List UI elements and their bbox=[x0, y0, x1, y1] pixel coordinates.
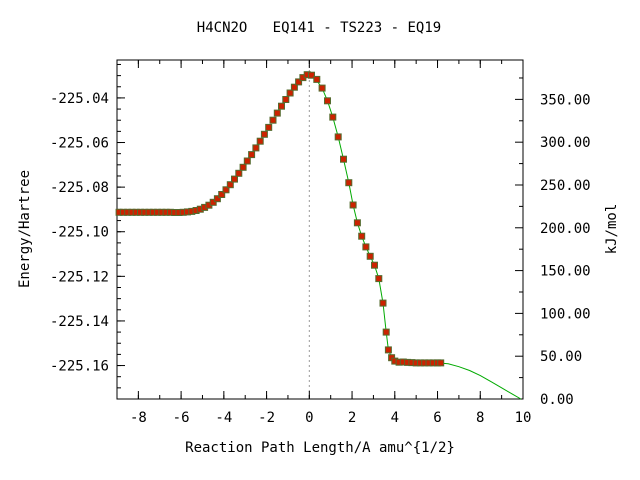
x-tick-label: 8 bbox=[476, 410, 484, 426]
y-tick-label: -225.10 bbox=[50, 225, 109, 241]
data-point-marker bbox=[362, 243, 370, 251]
data-point-marker bbox=[218, 191, 226, 198]
data-point-marker bbox=[349, 201, 357, 209]
data-point-marker bbox=[345, 179, 353, 187]
x-tick-label: 6 bbox=[433, 410, 441, 426]
data-point-marker bbox=[252, 144, 260, 152]
data-point-marker bbox=[209, 198, 217, 206]
y2-tick-label: 300.00 bbox=[540, 135, 591, 151]
data-point-marker bbox=[222, 186, 230, 194]
data-point-marker bbox=[235, 169, 243, 177]
y2-tick-label: 100.00 bbox=[540, 306, 591, 322]
data-series bbox=[115, 71, 522, 400]
data-point-marker bbox=[353, 219, 361, 227]
data-point-marker bbox=[239, 163, 247, 171]
y-tick-label: -225.06 bbox=[50, 136, 109, 152]
data-point-marker bbox=[384, 346, 392, 354]
y-tick-label: -225.14 bbox=[50, 314, 109, 330]
data-point-marker bbox=[375, 275, 383, 283]
series-line bbox=[315, 78, 522, 400]
data-point-marker bbox=[334, 133, 342, 141]
data-point-marker bbox=[248, 151, 256, 159]
y-tick-label: -225.04 bbox=[50, 91, 109, 107]
data-point-marker bbox=[329, 113, 337, 121]
y-axis-title: Energy/Hartree bbox=[17, 170, 33, 288]
x-tick-label: -2 bbox=[258, 410, 275, 426]
x-tick-label: 0 bbox=[305, 410, 313, 426]
data-point-marker bbox=[213, 195, 221, 203]
y-tick-labels: -225.04 -225.06 -225.08 -225.10 -225.12 -225.… bbox=[50, 91, 109, 375]
data-point-marker bbox=[278, 102, 285, 110]
data-point-marker bbox=[256, 137, 264, 145]
y2-tick-label: 50.00 bbox=[540, 349, 582, 365]
axis-ticks bbox=[116, 60, 524, 400]
data-point-marker bbox=[318, 84, 326, 92]
data-point-marker bbox=[340, 155, 347, 163]
x-tick-labels: -8 -6 -4 -2 0 2 4 6 8 10 bbox=[130, 410, 531, 426]
y2-tick-label: 350.00 bbox=[540, 92, 591, 108]
y-tick-label: -225.12 bbox=[50, 269, 109, 285]
x-tick-label: 4 bbox=[391, 410, 399, 426]
x-tick-label: -8 bbox=[130, 410, 147, 426]
x-tick-label: -6 bbox=[173, 410, 190, 426]
data-point-marker bbox=[243, 157, 251, 165]
y2-tick-label: 0.00 bbox=[540, 392, 574, 408]
data-point-marker bbox=[295, 78, 303, 86]
x-tick-label: 2 bbox=[348, 410, 356, 426]
data-point-marker bbox=[308, 71, 315, 79]
data-point-marker bbox=[437, 359, 445, 367]
data-point-marker bbox=[371, 261, 378, 269]
data-point-marker bbox=[358, 232, 366, 240]
data-point-marker bbox=[269, 116, 277, 124]
data-point-marker bbox=[382, 328, 390, 336]
data-point-marker bbox=[324, 97, 331, 105]
data-point-marker bbox=[231, 175, 238, 183]
y2-tick-label: 150.00 bbox=[540, 264, 591, 280]
x-tick-label: -4 bbox=[215, 410, 232, 426]
data-point-marker bbox=[286, 89, 294, 97]
data-point-marker bbox=[265, 123, 273, 131]
x-tick-label: 10 bbox=[515, 410, 532, 426]
data-point-marker bbox=[313, 75, 321, 83]
y2-tick-label: 200.00 bbox=[540, 221, 591, 237]
data-point-marker bbox=[290, 83, 298, 91]
x-axis-title: Reaction Path Length/A amu^{1/2} bbox=[185, 440, 455, 456]
data-point-marker bbox=[282, 96, 290, 103]
data-point-marker bbox=[366, 252, 374, 260]
data-point-marker bbox=[260, 130, 268, 138]
plot-frame bbox=[116, 59, 524, 400]
y2-tick-labels: 0.00 50.00 100.00 150.00 200.00 250.00 300.00 3… bbox=[540, 92, 591, 408]
y-tick-label: -225.16 bbox=[50, 359, 109, 375]
data-point-marker bbox=[226, 181, 234, 189]
y2-axis-title: kJ/mol bbox=[604, 204, 620, 255]
y2-tick-label: 250.00 bbox=[540, 178, 591, 194]
y-tick-label: -225.08 bbox=[50, 180, 109, 196]
chart-title: H4CN2O EQ141 - TS223 - EQ19 bbox=[197, 20, 441, 36]
data-point-marker bbox=[273, 109, 281, 117]
data-point-marker bbox=[379, 299, 387, 307]
